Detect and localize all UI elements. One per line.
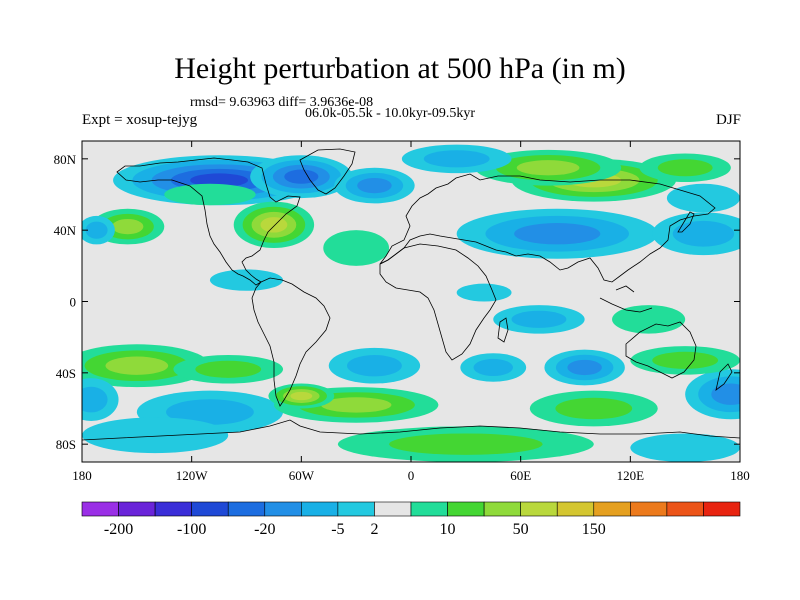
coast-eurasia: [379, 173, 716, 283]
y-tick-label: 80S: [56, 437, 76, 452]
contour-region-15-1: [423, 150, 490, 168]
contour-region-17-1: [652, 351, 719, 369]
x-tick-label: 180: [730, 468, 750, 483]
y-tick-label: 40N: [54, 223, 77, 238]
colorbar-box-0: [81, 501, 119, 517]
x-tick-label: 60W: [289, 468, 315, 483]
contour-region-29-1: [473, 358, 513, 377]
y-tick-label: 0: [70, 295, 77, 310]
colorbar-box-13: [556, 501, 595, 517]
coast-madagascar: [497, 317, 509, 343]
period-line: 06.0k-05.5k - 10.0kyr-09.5kyr: [305, 106, 476, 121]
coastlines: [82, 148, 740, 441]
contour-region-22-2: [112, 218, 144, 235]
contour-region-14-1: [347, 355, 402, 377]
colorbar-box-16: [666, 501, 704, 517]
colorbar-box-10: [447, 501, 485, 517]
colorbar-box-5: [264, 501, 302, 517]
colorbar-label: 10: [440, 521, 456, 538]
contour-region-25-1: [82, 386, 108, 413]
colorbar-box-3: [191, 501, 229, 517]
coast-south-america: [251, 277, 331, 407]
season-label: DJF: [715, 112, 741, 128]
chart-title: Height perturbation at 500 hPa (in m): [174, 52, 626, 85]
colorbar-label: 50: [513, 521, 529, 538]
coast-greenland: [299, 148, 356, 195]
colorbar-box-4: [227, 501, 266, 517]
colorbar-label: -20: [254, 521, 275, 538]
contour-region-10-1: [555, 397, 633, 420]
contour-region-4-2: [105, 356, 169, 375]
contour-region-13-3: [260, 217, 288, 233]
colorbar-box-6: [301, 501, 339, 517]
colorbar-box-12: [520, 501, 558, 517]
coast-antarctica: [82, 419, 740, 441]
contour-region-0-4: [190, 173, 248, 188]
x-tick-label: 180: [72, 468, 92, 483]
colorbar-box-1: [118, 501, 156, 517]
colorbar-box-8: [374, 501, 412, 517]
contour-region-28-0: [164, 183, 256, 206]
contour-region-7-2: [516, 160, 580, 176]
contour-region-5-1: [166, 399, 254, 425]
contour-region-23-1: [511, 310, 567, 328]
colorbar-label: -100: [177, 521, 206, 538]
contour-region-1-2: [514, 223, 601, 245]
rmsd-diff-line: rmsd= 9.63963 diff= 3.9636e-08: [190, 95, 374, 110]
colorbar-label: -200: [104, 521, 133, 538]
contour-region-20-2: [567, 359, 602, 376]
contour-region-24-0: [323, 230, 390, 266]
coast-indonesia: [599, 285, 653, 313]
coast-north-america: [116, 157, 301, 286]
contour-region-31-0: [209, 269, 284, 291]
colorbar-box-11: [483, 501, 521, 517]
contour-region-11-3: [284, 169, 319, 184]
contour-region-32-1: [85, 221, 108, 239]
contour-region-27-0: [612, 305, 686, 334]
colorbar-box-2: [154, 501, 192, 517]
coast-new-zealand: [715, 363, 733, 391]
colorbar-label: -5: [331, 521, 344, 538]
colorbar-label: 2: [370, 521, 378, 538]
y-tick-label: 40S: [56, 366, 76, 381]
x-tick-label: 120E: [617, 468, 645, 483]
contour-region-8-0: [82, 417, 229, 454]
x-tick-label: 120W: [176, 468, 209, 483]
contour-region-9-2: [711, 383, 740, 405]
x-tick-label: 60E: [510, 468, 531, 483]
colorbar-label: 150: [582, 521, 606, 538]
contour-region-21-1: [657, 159, 713, 177]
contour-region-18-0: [630, 433, 740, 462]
colorbar-box-14: [593, 501, 631, 517]
y-tick-label: 80N: [54, 152, 77, 167]
contour-region-12-1: [672, 220, 735, 247]
coast-japan: [677, 211, 695, 233]
experiment-label: Expt = xosup-tejyg: [82, 112, 198, 128]
colorbar: -200 -100 -20 -5 2 10 50 150: [81, 501, 741, 538]
contour-field: [82, 141, 740, 462]
contour-region-2-1: [389, 433, 543, 455]
x-tick-label: 0: [408, 468, 415, 483]
contour-region-6-2: [320, 397, 392, 413]
contour-region-26-0: [666, 183, 740, 213]
colorbar-box-9: [410, 501, 448, 517]
colorbar-box-7: [337, 501, 375, 517]
colorbar-box-17: [703, 501, 741, 517]
coast-australia: [625, 321, 697, 379]
contour-region-19-2: [357, 177, 392, 194]
contour-region-16-1: [195, 360, 262, 378]
coast-africa: [379, 243, 497, 361]
colorbar-box-15: [630, 501, 668, 517]
contour-region-33-0: [456, 283, 512, 302]
contour-region-30-3: [290, 391, 313, 401]
